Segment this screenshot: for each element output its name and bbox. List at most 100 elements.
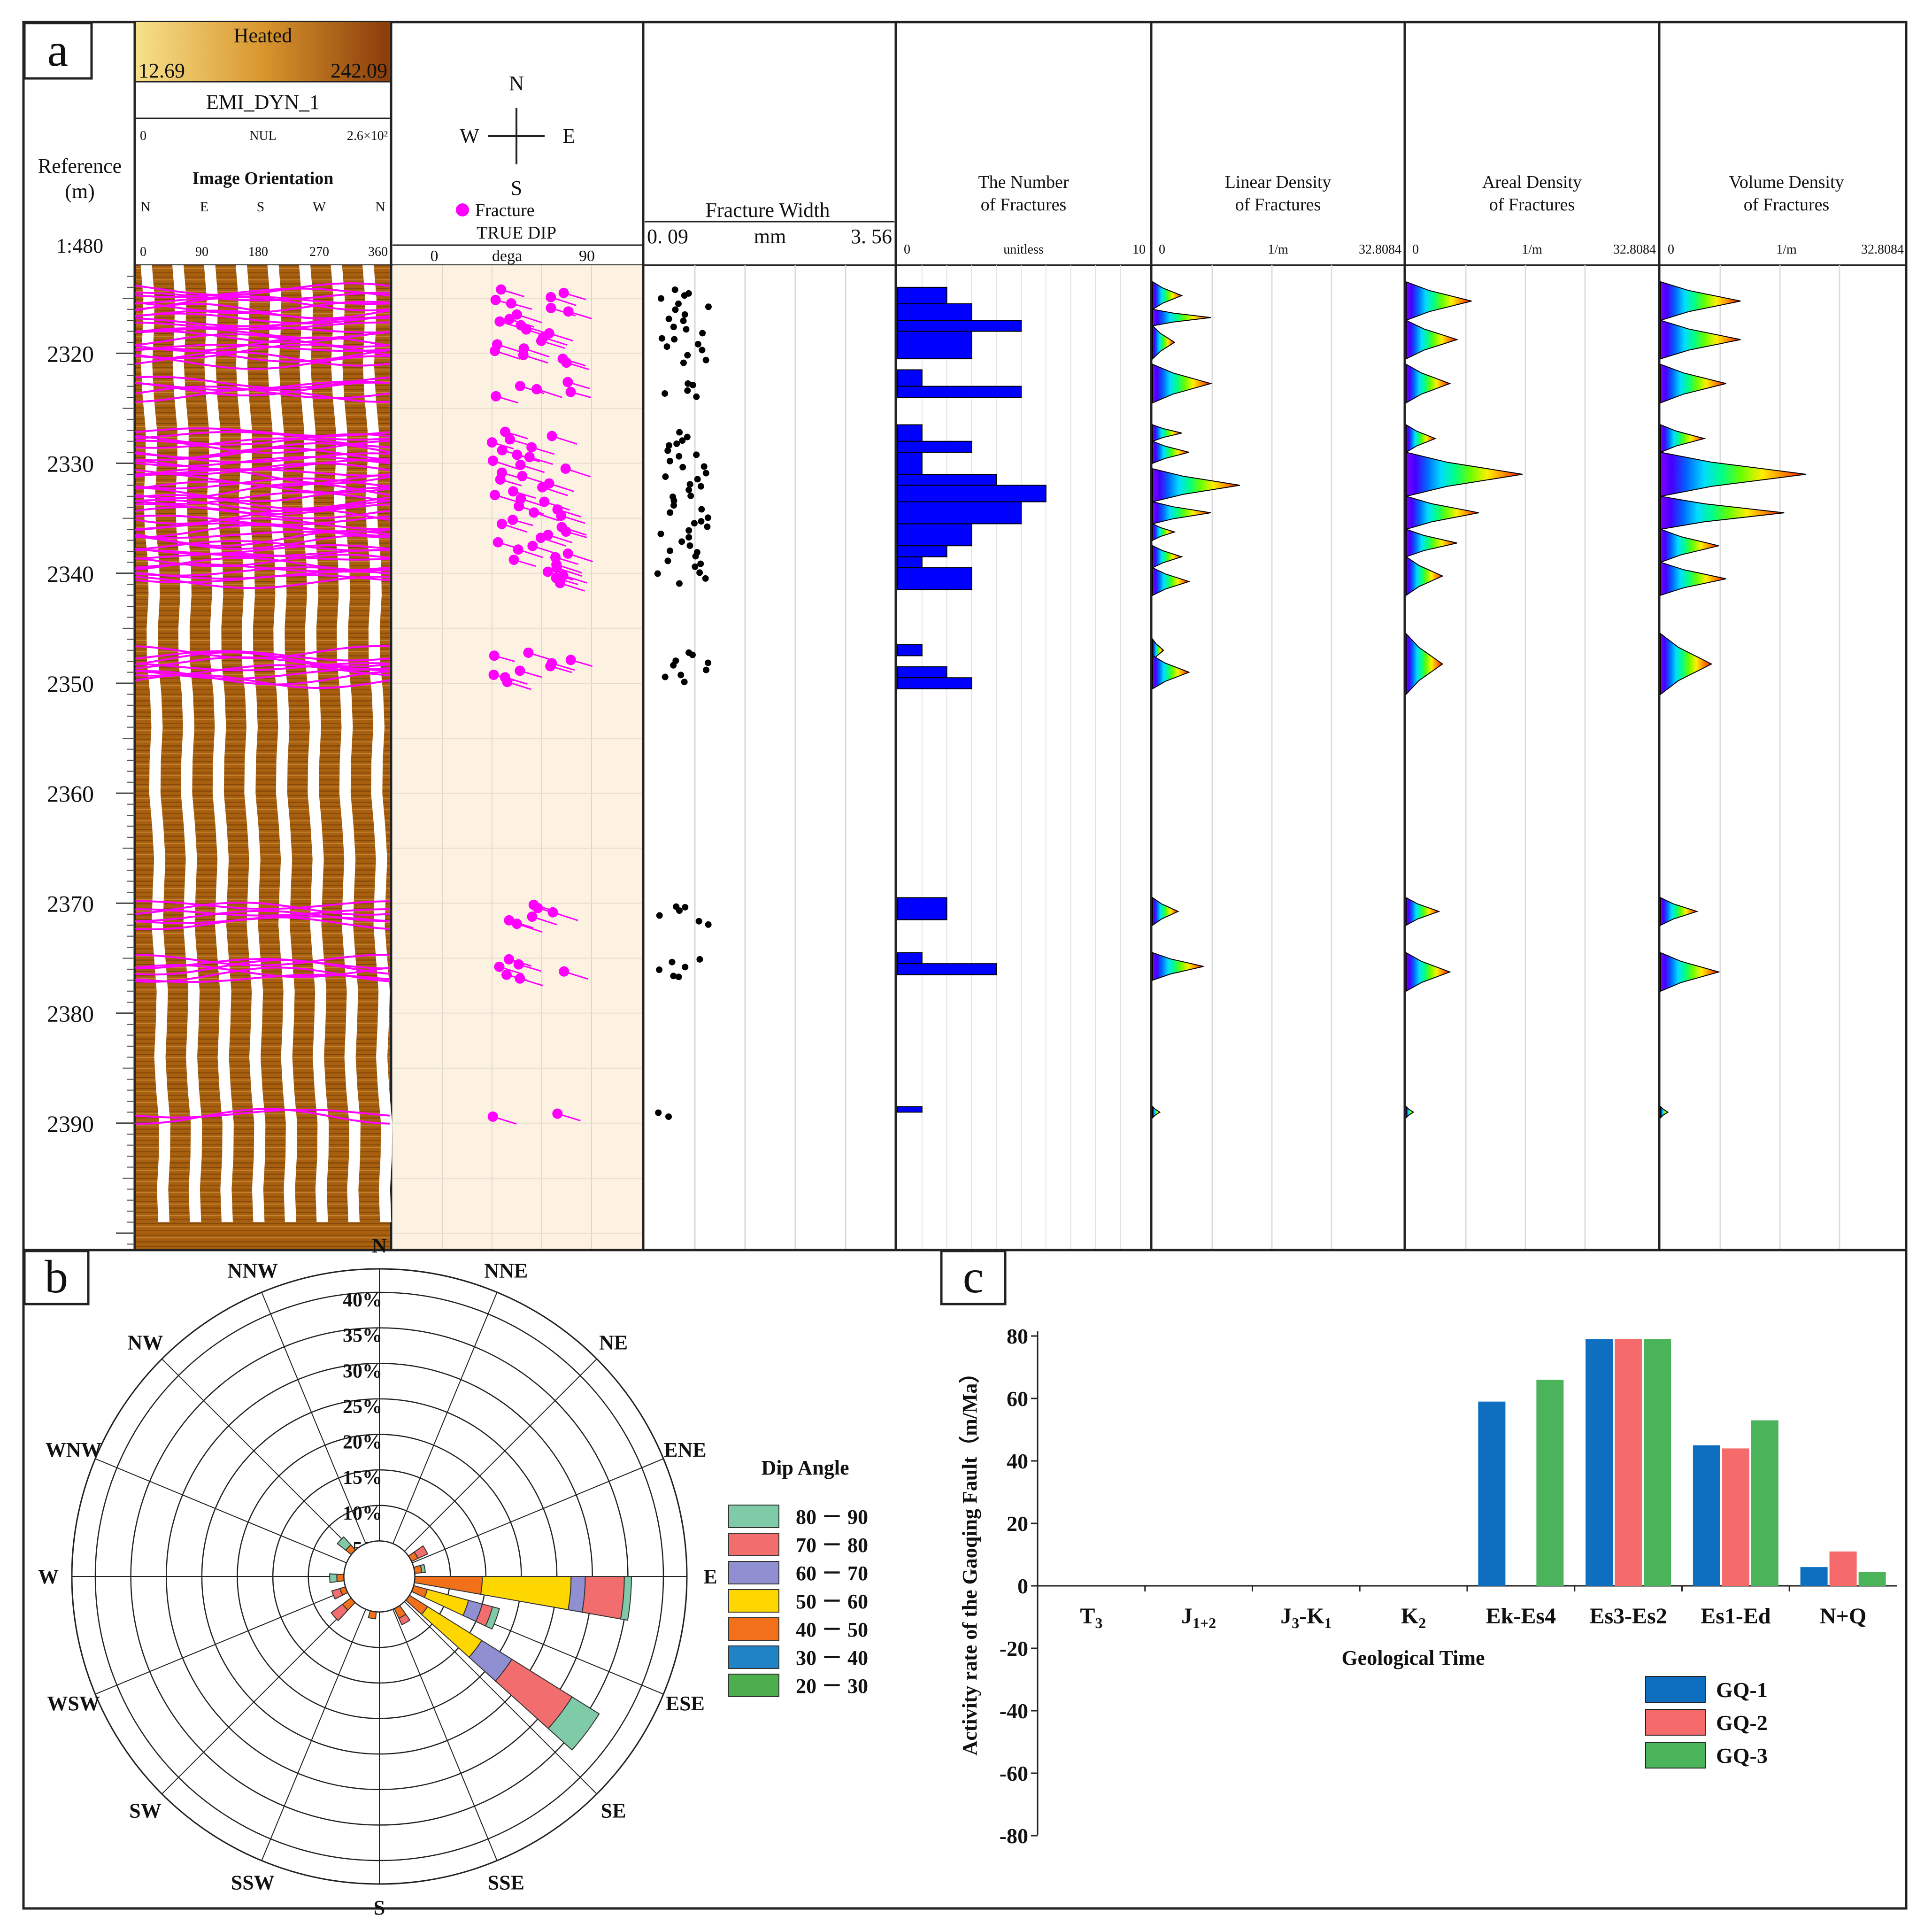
count-bar [897,644,923,656]
depth-label: 2360 [47,780,94,807]
dip-tadpole [517,471,528,481]
depth-label: 2380 [47,1001,94,1027]
density-peak [1152,567,1191,596]
width-point [664,447,671,454]
panel-b-label: b [23,1250,90,1305]
density-peak [1152,545,1184,569]
rose-direction-label: WNW [46,1438,102,1461]
density-peak [1152,655,1191,690]
rose-direction-label: ESE [666,1692,705,1715]
fracture-sinusoid [135,282,390,296]
width-point [667,509,674,516]
width-point [683,326,690,333]
width-point [698,518,705,525]
svg-text:E: E [200,199,208,215]
legend-label: 40 － 50 [796,1618,868,1641]
dip-tadpole [539,496,550,507]
svg-text:N: N [509,72,524,95]
rose-petal-segment [413,1545,429,1559]
svg-text:mm: mm [754,225,786,248]
density-peak [1152,440,1189,464]
bar [1586,1339,1613,1586]
dip-tadpole [547,431,557,441]
y-tick-label: -60 [1000,1761,1028,1785]
x-tick-label: Es3-Es2 [1589,1604,1667,1629]
dip-tadpole [513,544,523,555]
y-tick-label: 20 [1007,1512,1028,1536]
width-point [684,387,691,394]
svg-text:E: E [563,124,576,147]
legend-swatch [1645,1676,1706,1703]
legend-swatch [728,1505,779,1528]
width-point [670,502,677,509]
svg-text:2.6×10²: 2.6×10² [347,129,388,143]
rose-direction-label: ENE [664,1438,706,1461]
legend-label: GQ-2 [1716,1711,1768,1735]
dip-tadpole [524,452,535,463]
width-point [664,557,671,564]
svg-text:of Fractures: of Fractures [1489,195,1575,215]
width-point [698,506,705,513]
width-point [676,453,683,460]
svg-text:1/m: 1/m [1522,242,1542,257]
width-point [702,470,709,477]
depth-label: 2330 [47,451,94,477]
dip-angle-legend: Dip Angle 80 － 90 70 － 80 60 － 70 50 － 60 40… [728,1456,868,1698]
density-peak [1406,424,1437,453]
width-point [685,487,693,494]
fracture-legend-dot [456,203,469,216]
fracture-sinusoid [136,499,390,512]
density-peak [1152,424,1182,442]
fracture-sinusoid [135,386,390,399]
density-peak [1406,363,1451,404]
width-point [663,343,670,350]
areal-density-header: Areal Density of Fractures 0 1/m 32.8084 [1412,172,1656,257]
width-point [681,292,688,299]
fracture-sinusoid [136,468,390,485]
width-point [685,534,693,541]
density-peak [1406,281,1472,321]
width-point [656,912,663,919]
dip-tadpole [527,911,538,922]
fracture-sinusoid [135,456,390,467]
fracture-sinusoid [135,312,390,324]
dip-track-header: N E S W Fracture TRUE DIP 0 dega 90 [393,72,642,265]
width-point [681,679,688,686]
count-bar [897,523,972,547]
rose-petal-segment [398,1614,411,1626]
rose-radial-label: 35% [343,1325,382,1347]
dip-tadpole [487,1111,498,1122]
density-peak [1660,528,1719,563]
density-peak [1406,1105,1415,1119]
svg-text:Image Orientation: Image Orientation [192,169,334,188]
width-point [684,352,691,359]
svg-text:EMI_DYN_1: EMI_DYN_1 [206,91,320,114]
count-bar [897,331,972,360]
image-track [135,265,393,1250]
fracture-sinusoid [136,973,390,983]
width-point [704,514,711,521]
svg-text:NUL: NUL [249,129,277,143]
rose-radial-label: 40% [343,1290,382,1311]
dip-tadpole [526,442,537,453]
fracture-sinusoid [135,351,390,367]
dip-tadpole [493,537,503,548]
bar [1693,1445,1720,1586]
y-axis-label: Activity rate of the Gaoqing Fault（m/Ma） [958,1362,981,1755]
dip-tadpole [513,959,524,970]
rose-center [343,1540,416,1613]
dip-tadpole [518,350,529,361]
rose-radial-label: 20% [343,1432,382,1453]
count-bar [897,424,923,442]
fracture-sinusoid [136,355,390,370]
width-point [693,451,700,458]
fracture-sinusoid [135,958,390,970]
x-axis-label: Geological Time [1341,1646,1485,1669]
reference-header: Reference (m) 1:480 [38,154,122,257]
fracture-sinusoid [135,292,390,301]
width-point [679,437,686,444]
rose-spoke [162,1359,355,1552]
svg-text:S: S [257,199,265,215]
dip-tadpole [527,541,538,551]
fracture-sinusoid [135,959,390,976]
